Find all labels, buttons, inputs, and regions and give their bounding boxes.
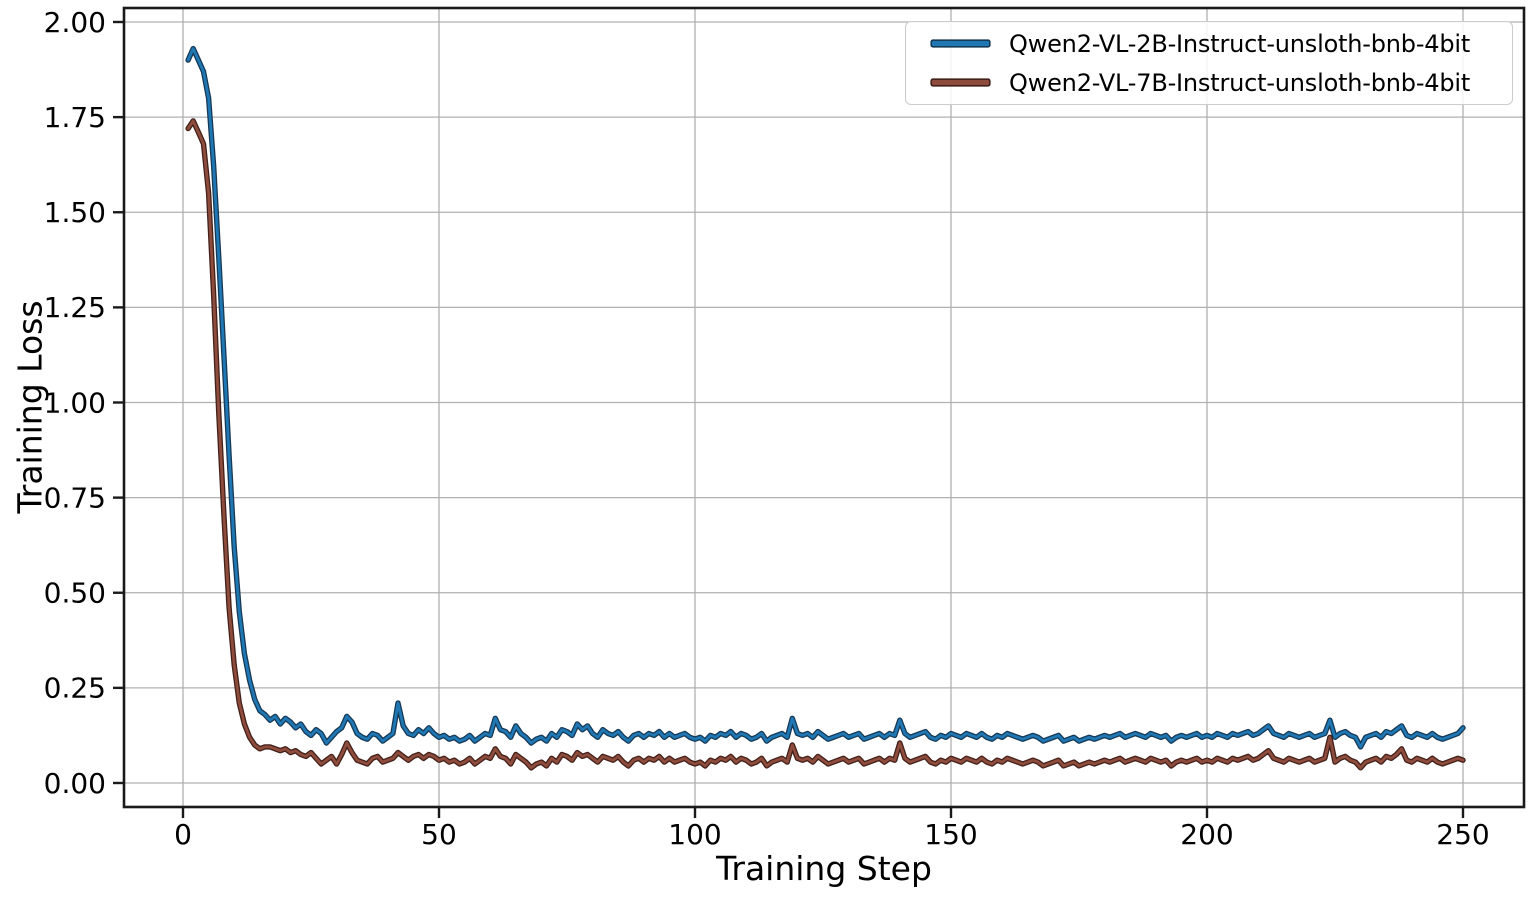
y-tick-label: 0.25	[44, 672, 106, 705]
x-tick-label: 100	[668, 818, 721, 851]
series-line-outline	[185, 45, 1466, 750]
legend-line-sample	[932, 80, 989, 85]
y-tick-label: 1.25	[44, 291, 106, 324]
legend-line-sample	[932, 41, 989, 46]
y-tick-label: 2.00	[44, 6, 106, 39]
y-tick-label: 0.75	[44, 481, 106, 514]
series-line-outline	[185, 118, 1466, 771]
legend-label: Qwen2-VL-7B-Instruct-unsloth-bnb-4bit	[1009, 68, 1471, 97]
series-line	[186, 47, 1465, 749]
y-tick-label: 1.75	[44, 101, 106, 134]
legend: Qwen2-VL-2B-Instruct-unsloth-bnb-4bit Qw…	[905, 21, 1513, 105]
x-axis-label: Training Step	[716, 849, 932, 888]
x-tick-label: 200	[1180, 818, 1233, 851]
y-axis-label: Training Loss	[10, 300, 50, 514]
y-tick-label: 0.50	[44, 577, 106, 610]
legend-label: Qwen2-VL-2B-Instruct-unsloth-bnb-4bit	[1009, 29, 1471, 58]
legend-entry: Qwen2-VL-7B-Instruct-unsloth-bnb-4bit	[932, 63, 1504, 102]
legend-entry: Qwen2-VL-2B-Instruct-unsloth-bnb-4bit	[932, 24, 1504, 63]
plot-border	[122, 6, 1526, 809]
y-tick-label: 1.50	[44, 196, 106, 229]
y-tick-label: 1.00	[44, 386, 106, 419]
x-tick-label: 150	[924, 818, 977, 851]
series-line	[186, 119, 1465, 770]
x-tick-label: 50	[421, 818, 457, 851]
x-tick-label: 250	[1436, 818, 1489, 851]
y-tick-label: 0.00	[44, 767, 106, 800]
x-tick-label: 0	[174, 818, 192, 851]
